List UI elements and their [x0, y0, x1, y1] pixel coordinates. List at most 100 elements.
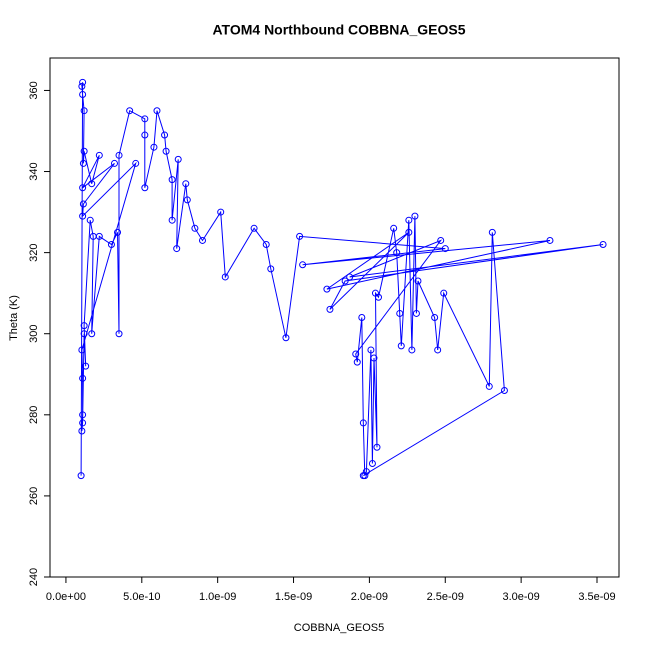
data-point	[326, 305, 334, 313]
data-point	[397, 342, 405, 350]
data-point	[359, 472, 367, 480]
data-point	[80, 107, 88, 115]
data-point	[168, 176, 176, 184]
data-point	[396, 309, 404, 317]
data-point	[393, 249, 401, 257]
data-point	[414, 277, 422, 285]
data-point	[546, 236, 554, 244]
x-axis-label: COBBNA_GEOS5	[294, 622, 384, 634]
data-point	[352, 350, 360, 358]
data-point	[79, 419, 87, 427]
data-point	[431, 314, 439, 321]
data-point	[373, 443, 381, 451]
data-point	[359, 419, 367, 427]
data-point	[370, 354, 378, 362]
data-point	[174, 155, 182, 163]
data-point	[79, 374, 87, 382]
data-point	[95, 151, 103, 159]
x-tick-label: 2.0e-09	[351, 591, 388, 603]
data-point	[221, 273, 229, 281]
data-point	[412, 309, 420, 317]
y-tick-label: 360	[28, 81, 40, 99]
data-point	[405, 228, 413, 236]
data-point	[79, 90, 87, 98]
data-point	[78, 346, 86, 354]
data-point	[437, 236, 445, 244]
data-point	[267, 265, 275, 273]
y-tick-label: 340	[28, 162, 40, 180]
data-point	[198, 236, 206, 244]
data-point	[599, 241, 607, 249]
data-point	[485, 382, 493, 390]
data-line	[80, 82, 604, 477]
data-point	[168, 216, 176, 224]
data-point	[217, 208, 225, 216]
data-point	[411, 212, 419, 220]
data-point	[299, 261, 307, 269]
data-point	[79, 411, 87, 419]
data-point	[390, 224, 398, 232]
y-tick-label: 280	[28, 406, 40, 424]
data-point	[434, 346, 442, 354]
data-point	[110, 159, 118, 167]
y-tick-label: 320	[28, 243, 40, 261]
data-point	[182, 180, 190, 188]
x-tick-label: 1.0e-09	[199, 591, 236, 603]
data-point	[173, 245, 181, 253]
data-point	[153, 107, 161, 115]
data-point	[78, 82, 86, 90]
data-point	[161, 131, 169, 139]
data-point	[79, 200, 87, 208]
data-point	[78, 427, 86, 435]
data-point	[126, 107, 134, 115]
y-tick-label: 260	[28, 487, 40, 505]
data-point	[80, 322, 88, 330]
data-point	[162, 147, 170, 155]
data-point	[183, 196, 191, 204]
x-tick-label: 0.0e+00	[46, 591, 86, 603]
x-tick-label: 2.5e-09	[427, 591, 464, 603]
x-tick-label: 5.0e-10	[123, 591, 160, 603]
data-point	[500, 386, 508, 394]
data-point	[79, 78, 87, 86]
data-point	[408, 346, 416, 354]
data-point	[296, 232, 304, 240]
data-point	[88, 330, 96, 338]
data-point	[79, 212, 87, 220]
data-point	[80, 147, 88, 155]
y-tick-label: 240	[28, 568, 40, 586]
data-point	[95, 232, 103, 240]
x-tick-label: 3.0e-09	[502, 591, 539, 603]
data-point	[141, 131, 149, 139]
data-point	[77, 472, 85, 480]
data-point	[282, 334, 290, 342]
x-tick-label: 3.5e-09	[578, 591, 615, 603]
data-point	[79, 184, 87, 192]
data-point	[346, 273, 354, 281]
data-point	[115, 151, 123, 159]
data-point	[86, 216, 94, 224]
plot-frame	[49, 57, 620, 578]
y-tick-label: 300	[28, 325, 40, 343]
data-point	[441, 245, 449, 253]
data-point	[191, 224, 199, 232]
data-point	[115, 330, 123, 338]
y-axis-label: Theta (K)	[8, 295, 20, 341]
data-point	[367, 346, 375, 354]
data-point	[82, 362, 90, 370]
data-point	[358, 314, 366, 321]
data-point	[368, 459, 376, 467]
x-tick-label: 1.5e-09	[275, 591, 312, 603]
data-point	[262, 241, 270, 249]
data-point	[375, 293, 383, 301]
chart-title: ATOM4 Northbound COBBNA_GEOS5	[212, 22, 465, 38]
data-point	[323, 285, 331, 293]
data-point	[141, 184, 149, 192]
data-point	[132, 159, 140, 167]
data-point	[79, 159, 87, 167]
data-point	[150, 143, 158, 151]
data-point	[488, 228, 496, 236]
data-point	[114, 228, 122, 236]
